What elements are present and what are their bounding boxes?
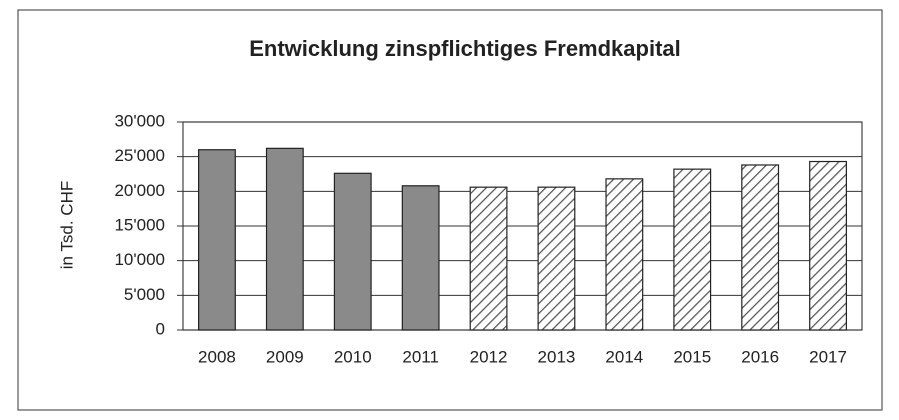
y-tick-label: 20'000	[114, 181, 165, 200]
x-tick-label: 2010	[334, 347, 372, 366]
x-tick-label: 2017	[809, 347, 847, 366]
x-tick-label: 2013	[538, 347, 576, 366]
bar	[469, 186, 508, 331]
bar	[809, 160, 847, 331]
y-tick-label: 25'000	[114, 146, 165, 165]
x-tick-label: 2009	[266, 347, 304, 366]
y-tick-label: 5'000	[124, 285, 165, 304]
bar	[198, 149, 236, 331]
x-tick-label: 2016	[741, 347, 779, 366]
bar	[265, 147, 304, 331]
y-tick-label: 15'000	[114, 215, 165, 234]
y-tick-label: 30'000	[114, 111, 165, 130]
chart-title: Entwicklung zinspflichtiges Fremdkapital	[249, 36, 681, 61]
bar	[673, 168, 712, 331]
y-tick-label: 10'000	[114, 250, 165, 269]
x-tick-label: 2008	[198, 347, 236, 366]
x-tick-label: 2012	[470, 347, 508, 366]
bar	[537, 186, 576, 331]
x-tick-label: 2011	[402, 347, 439, 366]
x-tick-label: 2014	[605, 347, 643, 366]
frame	[17, 9, 883, 411]
bar	[741, 164, 780, 331]
y-tick-label: 0	[156, 319, 165, 338]
bar	[605, 178, 644, 331]
bar	[333, 172, 372, 331]
x-tick-label: 2015	[673, 347, 711, 366]
y-axis-label: in Tsd. CHF	[57, 181, 76, 270]
bar	[401, 185, 440, 331]
